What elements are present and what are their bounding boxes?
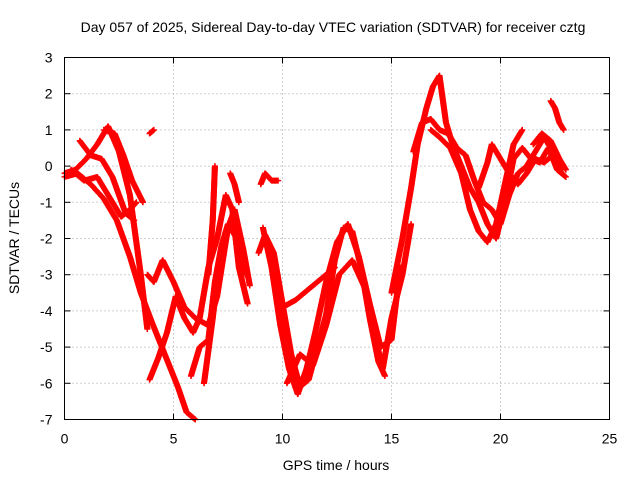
y-tick-label: -1: [40, 194, 53, 210]
series-sat-e: [100, 126, 146, 206]
y-tick-label: -4: [40, 303, 53, 319]
data-point: [139, 199, 146, 206]
series-sat-j: [201, 217, 236, 387]
x-tick-label: 5: [170, 431, 178, 447]
x-tick-label: 10: [275, 431, 291, 447]
chart-title: Day 057 of 2025, Sidereal Day-to-day VTE…: [81, 19, 586, 35]
data-point: [244, 300, 251, 307]
series-sat-c: [68, 166, 140, 220]
data-point: [246, 282, 253, 289]
x-tick-labels: 0 5 10 15 20 25: [61, 431, 618, 447]
data-point: [133, 199, 140, 206]
y-tick-label: -3: [40, 267, 53, 283]
series-sat-k: [205, 163, 218, 278]
data-point: [131, 217, 138, 224]
series-sat-f: [146, 126, 157, 137]
x-tick-label: 25: [602, 431, 618, 447]
data-point: [144, 326, 151, 332]
y-tick-labels: -7 -6 -5 -4 -3 -2 -1 0 1 2 3: [40, 50, 53, 428]
y-tick-label: 1: [45, 122, 53, 138]
data-points: [61, 72, 569, 423]
y-tick-label: 0: [45, 158, 53, 174]
series-sat-d: [76, 137, 138, 224]
series-sat-m: [257, 170, 282, 188]
y-tick-label: -7: [40, 412, 53, 428]
x-tick-label: 0: [61, 431, 69, 447]
y-tick-label: -6: [40, 375, 53, 391]
series-sat-q: [283, 221, 415, 387]
series-sat-a: [61, 123, 151, 332]
y-tick-label: 3: [45, 50, 53, 66]
data-point: [150, 126, 157, 133]
y-tick-label: -2: [40, 231, 53, 247]
x-tick-label: 20: [493, 431, 509, 447]
y-tick-label: -5: [40, 339, 53, 355]
series-sat-b: [61, 170, 199, 423]
data-point: [242, 271, 249, 278]
y-tick-label: 2: [45, 86, 53, 102]
data-point: [229, 217, 236, 224]
x-tick-label: 15: [384, 431, 400, 447]
